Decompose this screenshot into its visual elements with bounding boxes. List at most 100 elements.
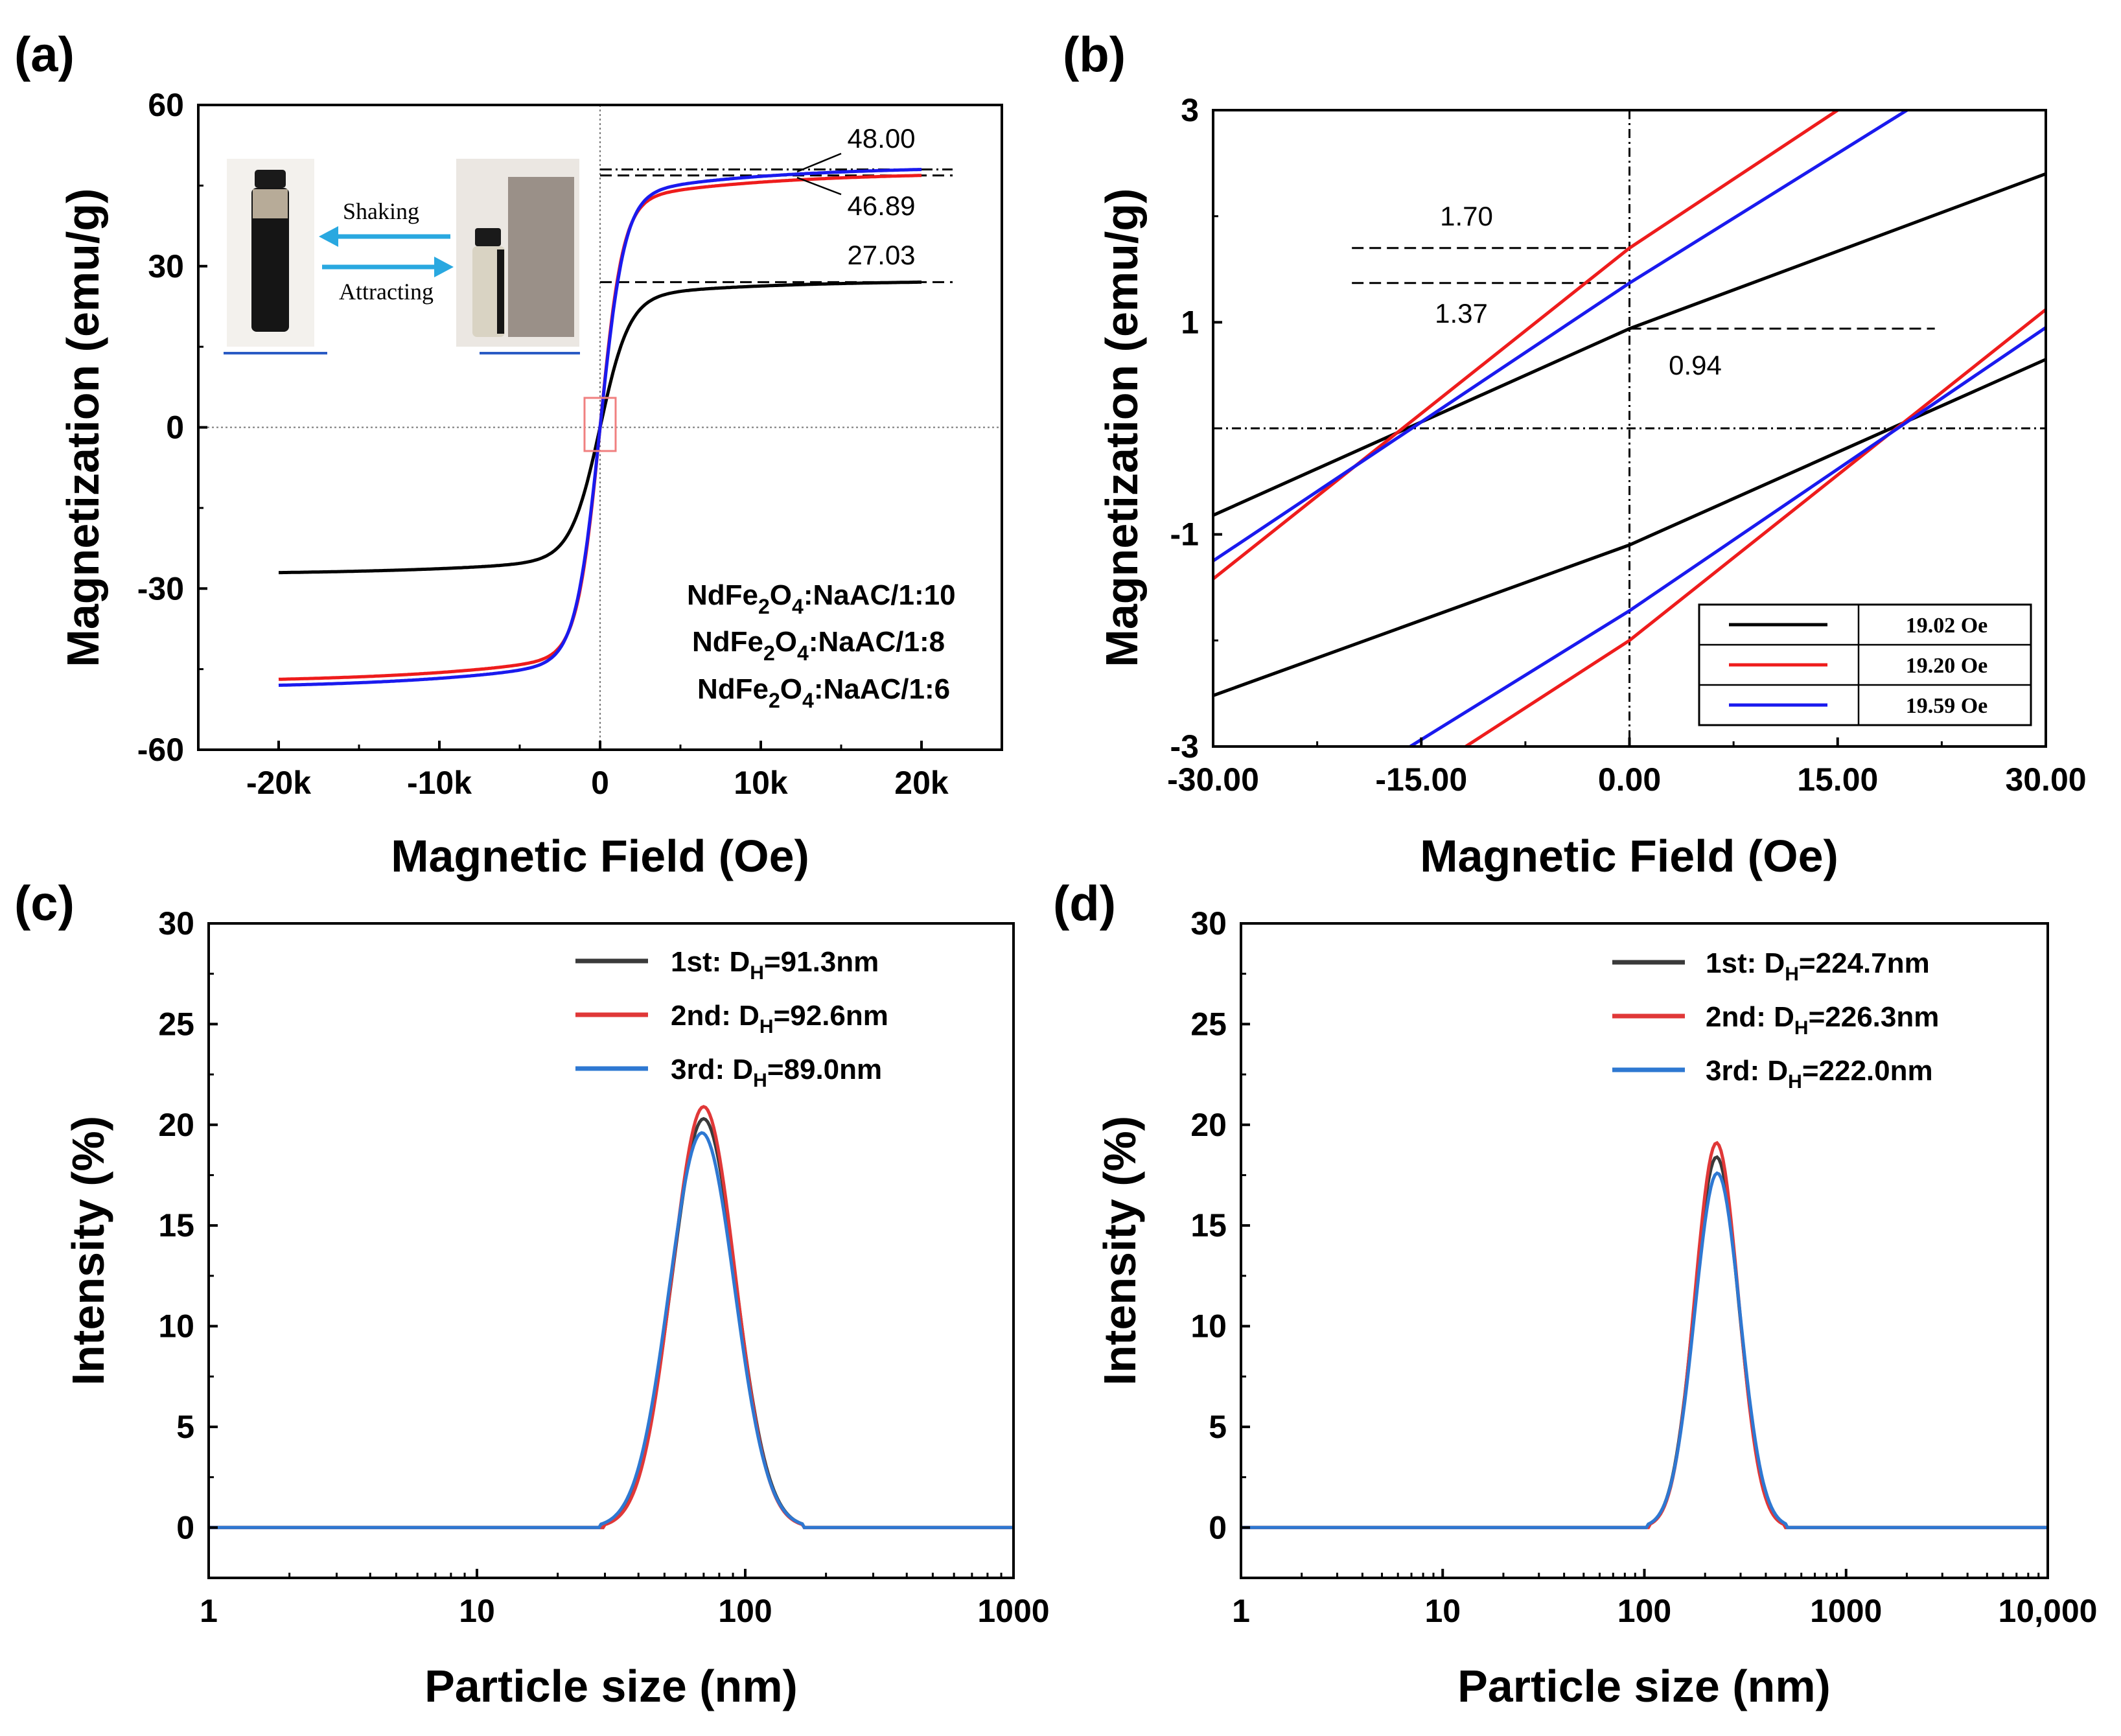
panel-c-x-axis-label: Particle size (nm) xyxy=(424,1661,798,1711)
panel-c-legend: 1st: DH=91.3nm 2nd: DH=92.6nm 3rd: DH=89… xyxy=(575,946,888,1091)
vial-body-right xyxy=(472,246,505,337)
x-tick-label: 30.00 xyxy=(2005,761,2086,798)
panel-d-y-ticks: 0 5 10 15 20 25 30 xyxy=(1190,905,1250,1545)
panel-a-series xyxy=(278,168,922,687)
panel-d-legend: 1st: DH=224.7nm 2nd: DH=226.3nm 3rd: DH=… xyxy=(1612,947,1939,1093)
panel-d-series xyxy=(1241,1140,2048,1529)
panel-a-y-axis-label: Magnetization (emu/g) xyxy=(58,189,108,667)
inset-arrowhead-shaking xyxy=(319,226,338,247)
panel-b: (b) -30.00 -15.00 0.00 15.00 30.00 -3 -1 1 3 Ma… xyxy=(1063,27,2087,881)
loop-branch-lower xyxy=(1465,308,2047,748)
legend-c-2nd: 2nd: DH=92.6nm xyxy=(671,1000,888,1037)
inset-shaking-label: Shaking xyxy=(343,198,419,224)
y-tick-label: 15 xyxy=(158,1207,194,1244)
y-tick-label: 15 xyxy=(1190,1207,1227,1244)
y-tick-label: 10 xyxy=(158,1308,194,1345)
x-tick-label: 10,000 xyxy=(1999,1593,2098,1629)
panel-b-y-ticks: -3 -1 1 3 xyxy=(1170,92,1222,765)
panel-d-x-ticks: 1 10 100 1000 10,000 xyxy=(1232,1569,2097,1629)
x-tick-label: 1000 xyxy=(1810,1593,1882,1629)
y-tick-label: 10 xyxy=(1190,1308,1227,1345)
annotation-1-70: 1.70 xyxy=(1440,201,1493,231)
legend-a-1-6: NdFe2O4:NaAC/1:6 xyxy=(697,673,950,712)
inset-attracting-label: Attracting xyxy=(339,279,434,305)
y-tick-label: 25 xyxy=(158,1006,194,1042)
x-tick-label: 10 xyxy=(459,1593,495,1629)
x-tick-label: 10 xyxy=(1424,1593,1461,1629)
y-tick-label: -1 xyxy=(1170,516,1199,553)
legend-d-2nd: 2nd: DH=226.3nm xyxy=(1706,1001,1939,1039)
x-tick-label: -10k xyxy=(407,765,472,801)
y-tick-label: -60 xyxy=(137,732,184,768)
vial-cap-right xyxy=(475,228,501,246)
panel-b-y-axis-label: Magnetization (emu/g) xyxy=(1096,189,1147,667)
vial-cap-left xyxy=(255,170,286,188)
x-tick-label: -15.00 xyxy=(1375,761,1467,798)
vial-attracted-particles xyxy=(497,249,504,334)
inset-photo: Shaking Attracting xyxy=(224,159,580,354)
x-tick-label: 1 xyxy=(1232,1593,1250,1629)
legend-a-1-8: NdFe2O4:NaAC/1:8 xyxy=(692,626,945,665)
panel-b-label: (b) xyxy=(1063,27,1126,82)
legend-c-3rd: 3rd: DH=89.0nm xyxy=(671,1054,882,1091)
annotation-27-03: 27.03 xyxy=(847,240,915,270)
panel-a-legend: NdFe2O4:NaAC/1:10 NdFe2O4:NaAC/1:8 NdFe2… xyxy=(687,579,956,712)
size-distribution-curve xyxy=(1241,1155,2048,1529)
x-tick-label: 1000 xyxy=(977,1593,1049,1629)
size-distribution-curve xyxy=(1241,1171,2048,1529)
x-tick-label: 100 xyxy=(1617,1593,1671,1629)
panel-c-plot-frame xyxy=(207,922,1015,1579)
panel-b-series xyxy=(1212,108,2047,748)
x-tick-label: 20k xyxy=(894,765,949,801)
y-tick-label: 0 xyxy=(166,410,184,446)
x-tick-label: 0.00 xyxy=(1598,761,1661,798)
y-tick-label: 3 xyxy=(1181,92,1199,128)
panel-a-label: (a) xyxy=(14,27,75,82)
panel-a-x-ticks: -20k -10k 0 10k 20k xyxy=(246,741,949,801)
size-distribution-curve xyxy=(209,1117,1014,1529)
panel-d-y-axis-label: Intensity (%) xyxy=(1095,1116,1145,1385)
y-tick-label: -30 xyxy=(137,570,184,607)
y-tick-label: 0 xyxy=(176,1509,194,1545)
vial-liquid-top-left xyxy=(253,189,288,218)
size-distribution-curve xyxy=(209,1105,1014,1529)
y-tick-label: 30 xyxy=(148,248,184,284)
annotation-0-94: 0.94 xyxy=(1669,350,1722,380)
y-tick-label: 20 xyxy=(158,1107,194,1143)
y-tick-label: 5 xyxy=(176,1409,194,1445)
panel-b-legend: 19.02 Oe 19.20 Oe 19.59 Oe xyxy=(1698,603,2032,726)
annotation-1-37: 1.37 xyxy=(1435,298,1488,329)
magnet-block xyxy=(508,177,574,337)
panel-a-x-axis-label: Magnetic Field (Oe) xyxy=(391,831,809,881)
zoom-region-box xyxy=(583,397,617,452)
panel-c-y-ticks: 0 5 10 15 20 25 30 xyxy=(158,905,218,1545)
legend-b-label-19-20: 19.20 Oe xyxy=(1906,654,1988,678)
inset-arrowhead-attracting xyxy=(434,257,454,277)
annotation-leader-48 xyxy=(796,152,842,173)
annotation-leader-46 xyxy=(796,176,842,196)
panel-a-y-ticks: -60 -30 0 30 60 xyxy=(137,87,207,768)
x-tick-label: -30.00 xyxy=(1167,761,1259,798)
x-tick-label: 0 xyxy=(591,765,609,801)
y-tick-label: 60 xyxy=(148,87,184,123)
panel-d-label: (d) xyxy=(1053,876,1116,931)
x-tick-label: -20k xyxy=(246,765,311,801)
panel-d-x-axis-label: Particle size (nm) xyxy=(1457,1661,1831,1711)
loop-branch-upper xyxy=(1212,108,1839,581)
legend-b-label-19-59: 19.59 Oe xyxy=(1906,694,1988,718)
panel-b-x-ticks: -30.00 -15.00 0.00 15.00 30.00 xyxy=(1167,737,2087,798)
panel-c-x-ticks: 1 10 100 1000 xyxy=(200,1569,1050,1629)
x-tick-label: 10k xyxy=(734,765,788,801)
x-tick-label: 100 xyxy=(718,1593,772,1629)
loop-branch-upper xyxy=(1212,172,2046,517)
panel-d: (d) 1 10 100 1000 10,000 0 5 10 15 20 25 30 Partic… xyxy=(1053,876,2097,1711)
loop-branch-upper xyxy=(1212,108,1908,562)
y-tick-label: 5 xyxy=(1209,1409,1227,1445)
y-tick-label: -3 xyxy=(1170,728,1199,765)
panel-b-x-axis-label: Magnetic Field (Oe) xyxy=(1420,831,1838,881)
panel-c-series xyxy=(209,1105,1014,1529)
y-tick-label: 30 xyxy=(158,905,194,942)
panel-c: (c) 1 10 100 1000 0 5 10 15 20 25 30 Particle siz… xyxy=(14,876,1050,1711)
legend-c-1st: 1st: DH=91.3nm xyxy=(671,946,879,984)
y-tick-label: 30 xyxy=(1190,905,1227,942)
